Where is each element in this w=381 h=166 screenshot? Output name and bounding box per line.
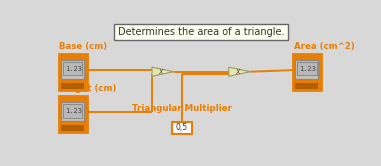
Polygon shape [152, 67, 174, 76]
FancyBboxPatch shape [63, 104, 83, 118]
FancyBboxPatch shape [295, 83, 319, 89]
FancyBboxPatch shape [63, 62, 83, 76]
FancyBboxPatch shape [293, 54, 321, 90]
FancyBboxPatch shape [297, 62, 317, 76]
FancyBboxPatch shape [295, 60, 319, 79]
Polygon shape [229, 67, 250, 76]
FancyBboxPatch shape [61, 60, 84, 79]
Text: 0,5: 0,5 [176, 124, 188, 132]
FancyBboxPatch shape [172, 122, 192, 134]
FancyBboxPatch shape [61, 83, 84, 89]
Text: Base (cm): Base (cm) [59, 42, 107, 51]
FancyBboxPatch shape [59, 96, 87, 132]
Text: Area (cm^2): Area (cm^2) [295, 42, 355, 51]
FancyBboxPatch shape [114, 24, 288, 40]
FancyBboxPatch shape [59, 54, 87, 90]
Text: Determines the area of a triangle.: Determines the area of a triangle. [118, 27, 285, 37]
Text: x: x [235, 67, 240, 76]
Text: 1.23: 1.23 [299, 66, 316, 72]
FancyBboxPatch shape [61, 102, 84, 121]
Text: 1.23: 1.23 [65, 66, 82, 72]
Text: Triangular Multiplier: Triangular Multiplier [132, 104, 232, 113]
Text: Height (cm): Height (cm) [59, 84, 116, 93]
Text: 1.23: 1.23 [65, 108, 82, 114]
FancyBboxPatch shape [61, 125, 84, 131]
Text: x: x [158, 67, 163, 76]
